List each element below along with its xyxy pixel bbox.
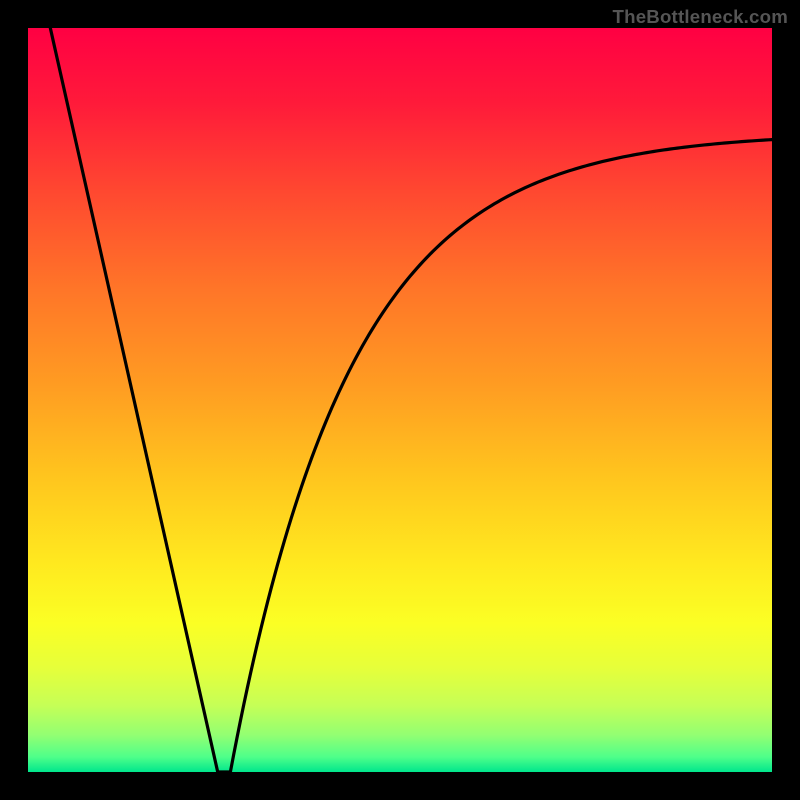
chart-container: TheBottleneck.com xyxy=(0,0,800,800)
watermark-text: TheBottleneck.com xyxy=(613,6,789,28)
plot-area xyxy=(0,0,800,800)
plot-background xyxy=(28,28,772,772)
